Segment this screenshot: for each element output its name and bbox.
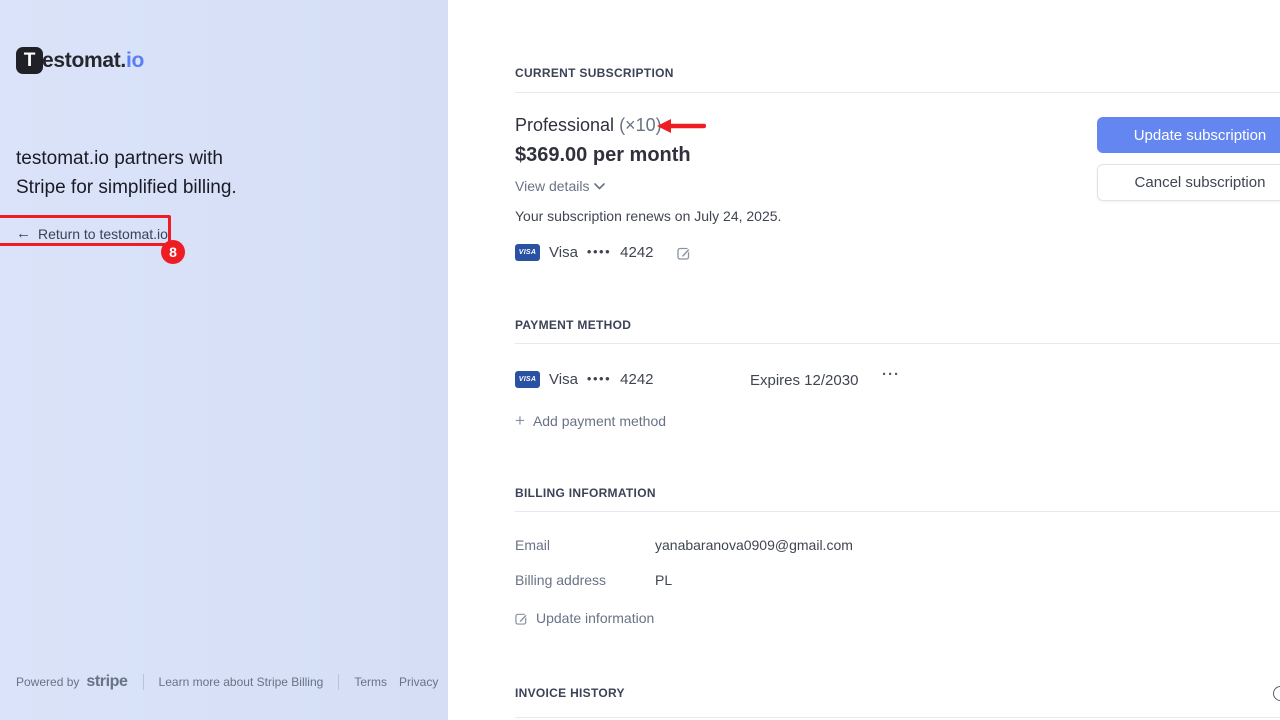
renewal-text: Your subscription renews on July 24, 202… xyxy=(515,208,782,224)
invoice-history-heading: INVOICE HISTORY xyxy=(515,686,625,700)
card-expiry: Expires 12/2030 xyxy=(750,372,859,389)
section-divider xyxy=(515,92,1280,93)
footer-divider xyxy=(338,674,340,690)
annotation-step-badge: 8 xyxy=(161,240,185,264)
terms-link[interactable]: Terms xyxy=(354,675,387,689)
arrow-left-icon: ← xyxy=(16,225,31,242)
return-link-label: Return to testomat.io xyxy=(38,225,168,242)
view-details-toggle[interactable]: View details xyxy=(515,178,606,194)
testomat-logo-icon: T xyxy=(16,47,43,74)
testomat-logo[interactable]: T estomat.io xyxy=(16,47,144,74)
update-subscription-button[interactable]: Update subscription xyxy=(1097,117,1280,153)
section-divider xyxy=(515,511,1280,512)
sidebar-footer: Powered by stripe Learn more about Strip… xyxy=(16,673,438,691)
chevron-down-icon xyxy=(594,182,606,189)
clipped-control-icon xyxy=(1273,686,1280,701)
card-last4: 4242 xyxy=(620,371,654,388)
add-payment-method-button[interactable]: + Add payment method xyxy=(515,411,667,430)
update-information-button[interactable]: Update information xyxy=(515,610,654,626)
plus-icon: + xyxy=(515,411,525,430)
card-brand: Visa xyxy=(549,244,578,261)
testomat-logo-wordmark: estomat.io xyxy=(42,48,145,72)
powered-by-label: Powered by xyxy=(16,675,80,689)
sidebar-tagline: testomat.io partners with Stripe for sim… xyxy=(16,148,237,198)
billing-portal-main: CURRENT SUBSCRIPTION Professional (×10) $… xyxy=(448,0,1280,720)
annotation-arrow-left-icon xyxy=(657,119,706,133)
email-value: yanabaranova0909@gmail.com xyxy=(655,537,853,553)
visa-card-icon: VISA xyxy=(515,244,540,261)
card-last4: 4242 xyxy=(620,244,654,261)
return-to-testomat-link[interactable]: ← Return to testomat.io xyxy=(16,225,168,242)
edit-card-icon[interactable] xyxy=(676,246,691,260)
stripe-logo[interactable]: stripe xyxy=(86,673,128,690)
payment-method-heading: PAYMENT METHOD xyxy=(515,318,632,332)
card-brand: Visa xyxy=(549,371,578,388)
learn-more-link[interactable]: Learn more about Stripe Billing xyxy=(158,675,324,689)
edit-icon xyxy=(515,613,528,625)
section-divider xyxy=(515,717,1280,718)
cancel-subscription-button[interactable]: Cancel subscription xyxy=(1097,164,1280,201)
sidebar: T estomat.io testomat.io partners with S… xyxy=(0,0,448,720)
card-masked-digits: •••• xyxy=(586,371,612,386)
billing-address-label: Billing address xyxy=(515,572,607,588)
card-overflow-menu[interactable]: ··· xyxy=(882,366,900,383)
privacy-link[interactable]: Privacy xyxy=(398,675,439,689)
email-label: Email xyxy=(515,537,551,553)
current-subscription-heading: CURRENT SUBSCRIPTION xyxy=(515,66,674,80)
payment-method-row: VISA Visa •••• 4242 xyxy=(515,371,654,388)
footer-divider xyxy=(142,674,144,690)
plan-quantity: (×10) xyxy=(619,115,662,135)
plan-price: $369.00 per month xyxy=(515,144,691,166)
visa-card-icon: VISA xyxy=(515,371,540,388)
card-masked-digits: •••• xyxy=(586,244,612,259)
plan-name: Professional (×10) xyxy=(515,115,662,135)
billing-information-heading: BILLING INFORMATION xyxy=(515,486,656,500)
section-divider xyxy=(515,343,1280,344)
subscription-card-row: VISA Visa •••• 4242 xyxy=(515,244,691,261)
billing-address-value: PL xyxy=(655,572,673,588)
